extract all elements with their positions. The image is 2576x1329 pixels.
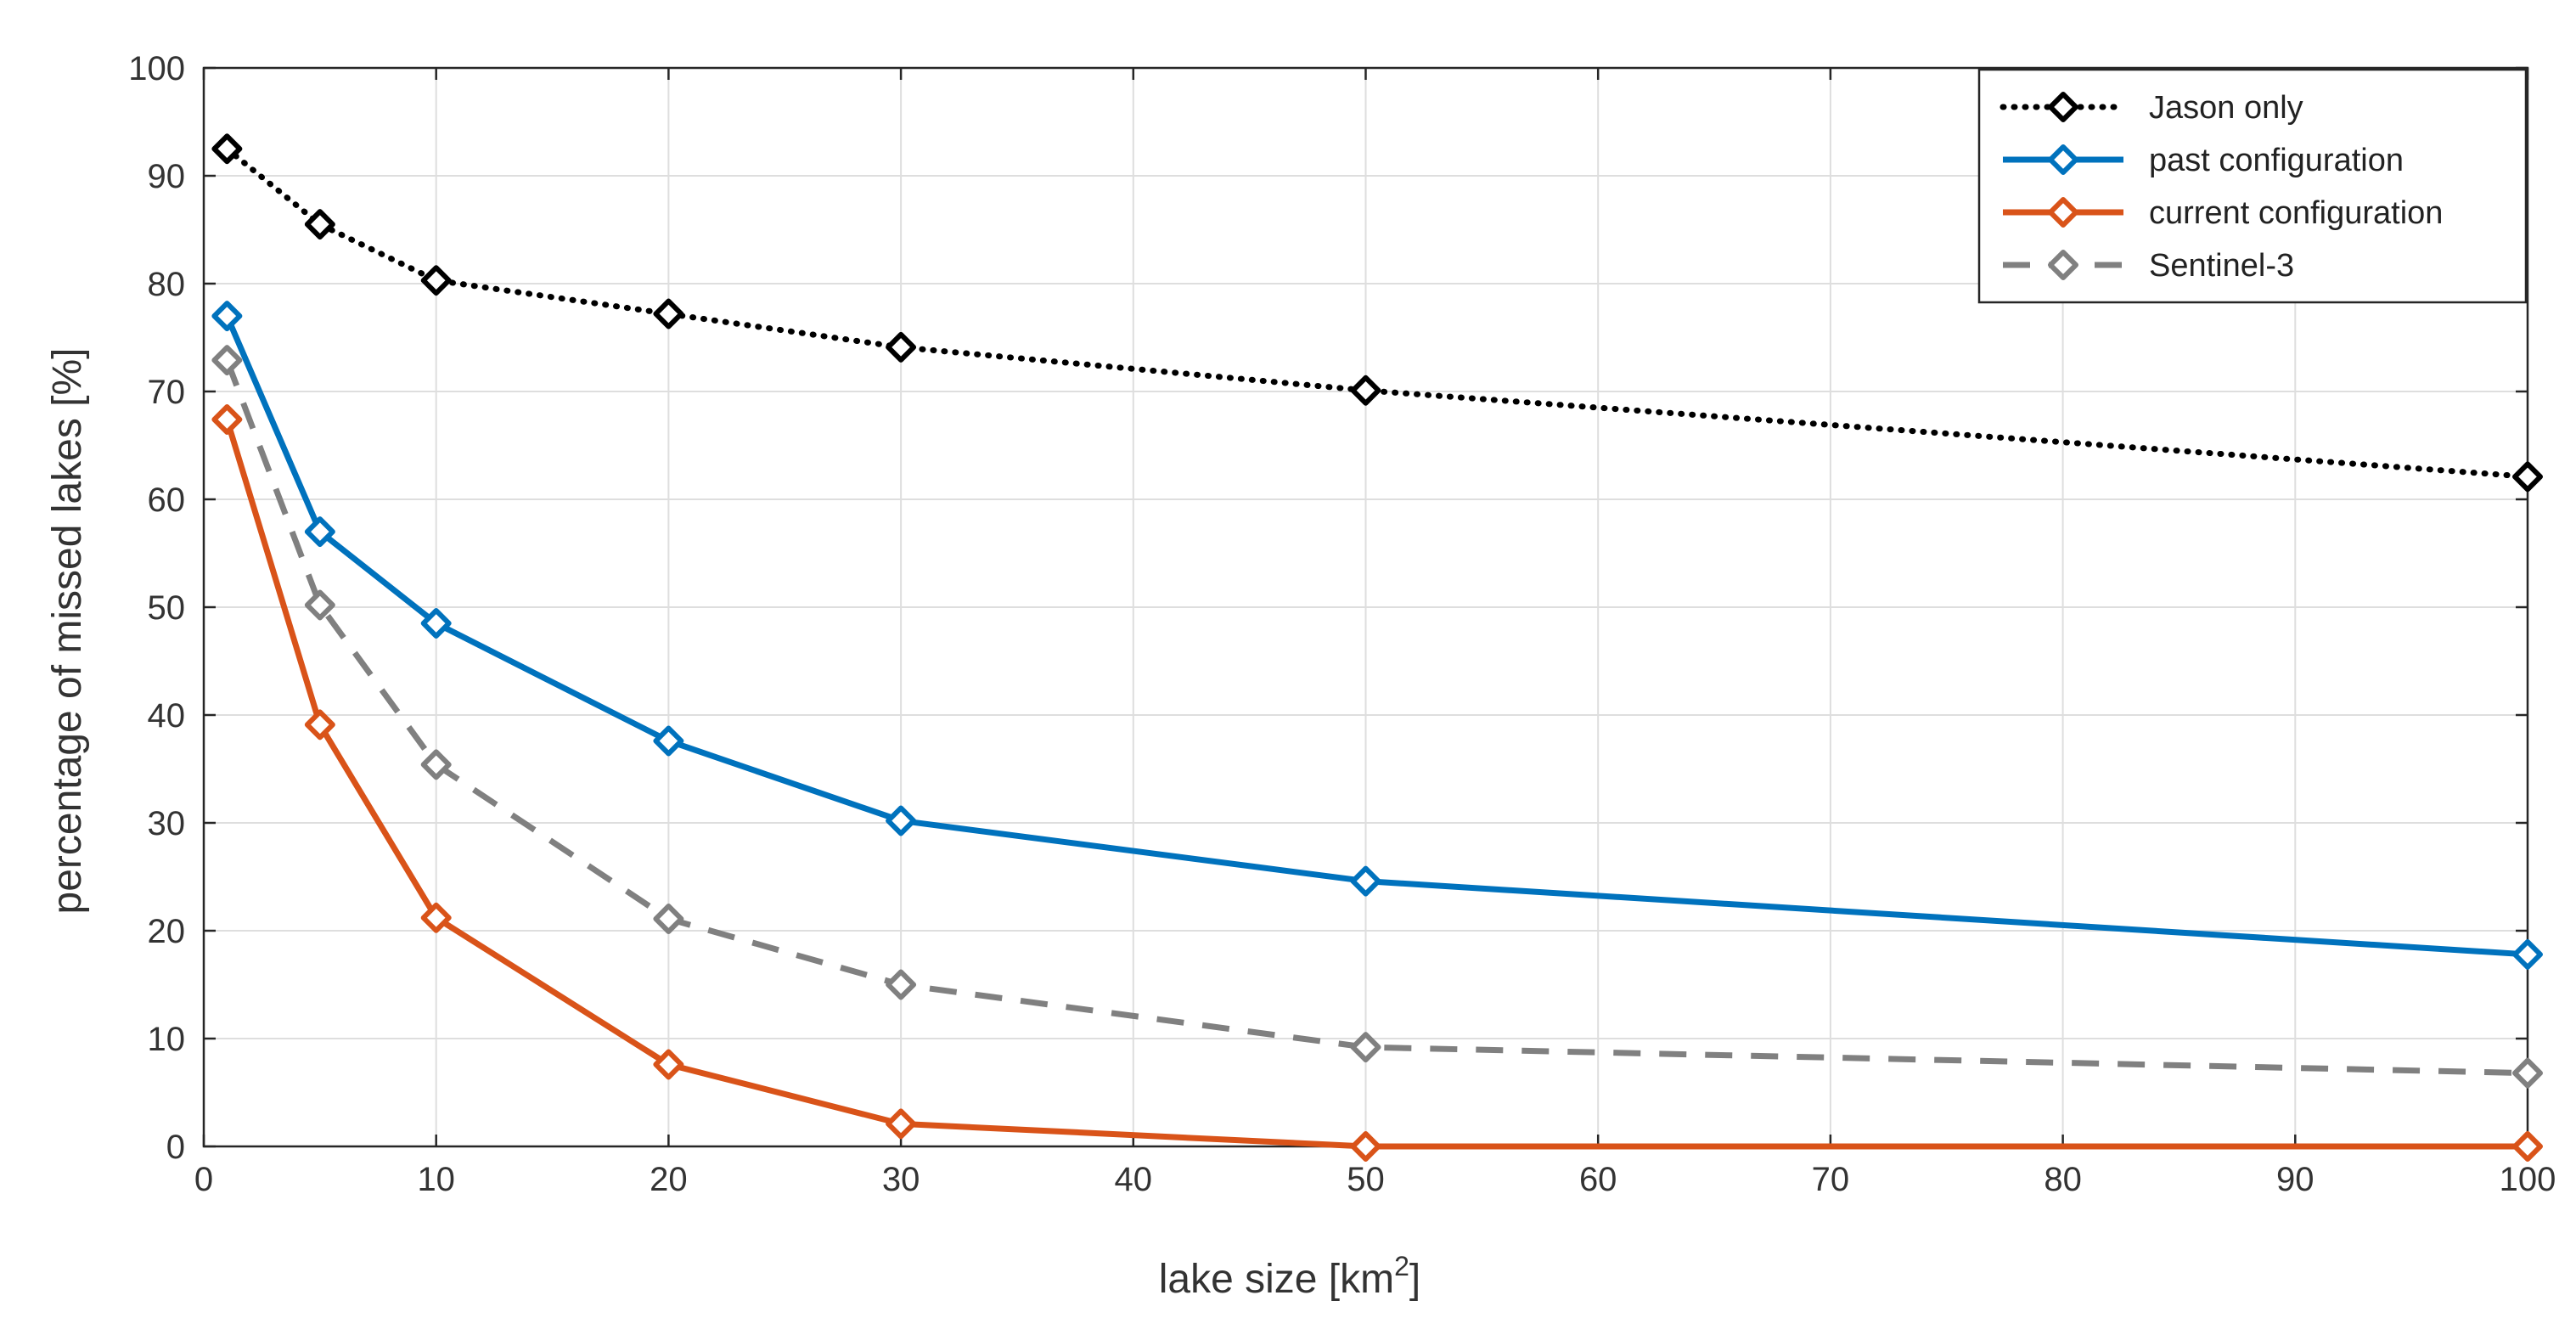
data-point-past-configuration xyxy=(211,301,243,332)
x-axis-label-main: lake size [km xyxy=(1159,1257,1394,1302)
legend-label-jason-only: Jason only xyxy=(2149,90,2303,126)
x-tick-label: 20 xyxy=(650,1161,688,1198)
data-point-sentinel-3 xyxy=(420,749,452,780)
data-point-past-configuration xyxy=(886,805,917,836)
data-point-sentinel-3 xyxy=(2512,1057,2543,1089)
legend-label-current-configuration: current configuration xyxy=(2149,195,2443,231)
y-tick-label: 70 xyxy=(148,374,186,411)
data-point-jason-only xyxy=(1350,374,1381,406)
tick-labels: 0 10 20 30 40 50 60 70 80 90 100 0 10 20 30 40 50 60 70 80 9… xyxy=(128,50,2556,1198)
x-tick-label: 30 xyxy=(882,1161,920,1198)
data-point-past-configuration xyxy=(653,725,684,757)
legend-entry-current-configuration: current configuration xyxy=(2003,195,2443,231)
series-sentinel-3 xyxy=(211,345,2543,1089)
data-point-jason-only xyxy=(211,133,243,165)
data-point-jason-only xyxy=(304,209,335,240)
data-point-current-configuration xyxy=(304,709,335,741)
y-tick-label: 10 xyxy=(148,1021,186,1058)
data-point-current-configuration xyxy=(886,1108,917,1140)
x-axis-label-suffix: ] xyxy=(1409,1257,1420,1302)
legend-marker-past-configuration xyxy=(2048,144,2078,175)
y-tick-label: 60 xyxy=(148,481,186,519)
series-layer xyxy=(211,133,2543,1162)
legend-entry-sentinel-3: Sentinel-3 xyxy=(2003,248,2294,284)
legend-marker-sentinel-3 xyxy=(2048,250,2078,280)
y-tick-label: 0 xyxy=(166,1129,185,1166)
y-tick-label: 30 xyxy=(148,805,186,842)
data-point-jason-only xyxy=(2512,461,2543,493)
data-point-past-configuration xyxy=(1350,865,1381,897)
data-point-jason-only xyxy=(653,298,684,329)
data-point-sentinel-3 xyxy=(1350,1032,1381,1063)
data-point-current-configuration xyxy=(211,404,243,436)
y-tick-label: 50 xyxy=(148,589,186,627)
y-tick-label: 100 xyxy=(128,50,185,87)
legend-marker-current-configuration xyxy=(2048,197,2078,228)
y-tick-label: 80 xyxy=(148,266,186,303)
y-tick-label: 20 xyxy=(148,913,186,950)
data-point-past-configuration xyxy=(304,516,335,548)
data-point-current-configuration xyxy=(653,1049,684,1080)
x-tick-label: 0 xyxy=(194,1161,213,1198)
x-axis-label-superscript: 2 xyxy=(1394,1251,1409,1281)
x-tick-label: 40 xyxy=(1115,1161,1153,1198)
x-tick-label: 60 xyxy=(1579,1161,1617,1198)
x-axis-label: lake size [km2] xyxy=(1159,1251,1421,1302)
legend: Jason only past configuration current conf… xyxy=(1977,68,2528,304)
data-point-current-configuration xyxy=(2512,1131,2543,1162)
series-current-configuration xyxy=(211,404,2543,1162)
data-point-sentinel-3 xyxy=(304,589,335,621)
x-tick-label: 70 xyxy=(1812,1161,1850,1198)
x-tick-label: 80 xyxy=(2044,1161,2082,1198)
data-point-sentinel-3 xyxy=(211,345,243,376)
legend-label-past-configuration: past configuration xyxy=(2149,143,2404,178)
data-point-current-configuration xyxy=(1350,1131,1381,1162)
legend-entry-past-configuration: past configuration xyxy=(2003,143,2404,178)
data-point-jason-only xyxy=(420,265,452,296)
series-past-configuration xyxy=(211,301,2543,970)
data-point-sentinel-3 xyxy=(653,904,684,935)
data-point-sentinel-3 xyxy=(886,969,917,1000)
legend-entry-jason-only: Jason only xyxy=(1999,90,2303,126)
data-point-current-configuration xyxy=(420,902,452,933)
y-tick-label: 40 xyxy=(148,697,186,735)
data-point-jason-only xyxy=(886,331,917,363)
legend-label-sentinel-3: Sentinel-3 xyxy=(2149,248,2294,284)
x-tick-label: 100 xyxy=(2500,1161,2556,1198)
y-axis-label: percentage of missed lakes [%] xyxy=(45,347,90,914)
x-tick-label: 90 xyxy=(2276,1161,2314,1198)
data-point-past-configuration xyxy=(420,608,452,639)
x-tick-label: 50 xyxy=(1347,1161,1385,1198)
x-tick-label: 10 xyxy=(417,1161,455,1198)
y-tick-label: 90 xyxy=(148,158,186,195)
data-point-past-configuration xyxy=(2512,938,2543,970)
legend-marker-jason-only xyxy=(2048,92,2078,122)
series-jason-only xyxy=(211,133,2543,493)
